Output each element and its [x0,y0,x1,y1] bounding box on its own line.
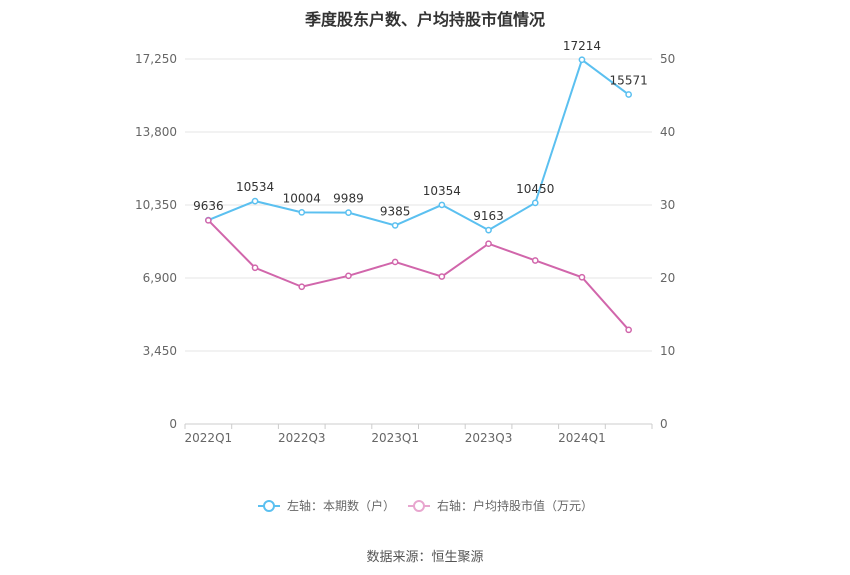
right-axis-tick-label: 30 [660,198,675,212]
data-label: 15571 [610,74,648,88]
series-1-point [298,208,306,216]
series-2-point [578,273,586,281]
series-2-point [531,257,539,264]
right-axis-tick-label: 50 [660,52,675,66]
x-axis-tick-label: 2023Q1 [371,431,419,445]
x-axis-tick-label: 2022Q3 [278,431,326,445]
series-1-point [438,201,446,209]
series-1-point [625,91,633,98]
data-label: 9163 [473,209,504,223]
series-line-2 [207,219,630,331]
series-2-point [625,326,633,334]
right-axis-tick-label: 10 [660,344,675,358]
series-2-point [438,273,446,280]
right-axis-tick-label: 40 [660,125,675,139]
x-axis-tick-label: 2022Q1 [185,431,233,445]
data-label: 10354 [423,184,461,198]
series-1-point [391,222,399,229]
x-axis-tick-label: 2024Q1 [558,431,606,445]
legend-label: 右轴：户均持股市值（万元） [437,498,593,513]
data-source: 数据来源：恒生聚源 [366,550,484,565]
series-2-point [205,216,212,224]
data-label: 10450 [516,182,554,196]
left-axis-tick-label: 10,350 [135,198,177,212]
data-label: 17214 [563,39,601,53]
series-1-point [345,209,352,216]
series-2-point [251,264,259,272]
data-label: 9385 [380,204,411,218]
series-1-point [251,197,259,205]
data-label: 9989 [333,192,364,206]
series-2-point [485,240,492,248]
left-axis-tick-label: 13,800 [135,125,177,139]
series-2-point [391,258,399,266]
series-2-point [345,272,352,280]
series-1-point [485,226,492,234]
series-1-point [531,199,539,207]
series-line-1 [207,58,630,232]
series-1-point [578,56,586,64]
series-2-point [298,283,306,291]
left-axis-tick-label: 17,250 [135,52,177,66]
left-axis-tick-label: 6,900 [143,271,177,285]
left-axis-tick-label: 0 [169,417,177,431]
legend-swatch-marker [263,500,275,512]
chart-title: 季度股东户数、户均持股市值情况 [304,10,545,29]
left-axis-tick-label: 3,450 [143,344,177,358]
legend-label: 左轴：本期数（户） [287,498,395,513]
data-label: 10534 [236,180,274,194]
data-label: 9636 [193,199,224,213]
legend-swatch-marker [413,500,425,512]
data-label: 10004 [283,191,321,205]
right-axis-tick-label: 0 [660,417,668,431]
x-axis-tick-label: 2023Q3 [465,431,513,445]
right-axis-tick-label: 20 [660,271,675,285]
